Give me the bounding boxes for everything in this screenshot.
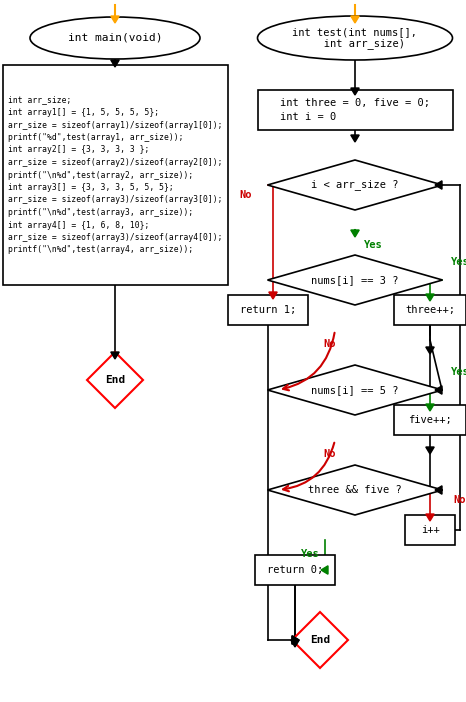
FancyBboxPatch shape (228, 295, 308, 325)
Polygon shape (291, 640, 299, 647)
Text: i++: i++ (421, 525, 439, 535)
Text: End: End (310, 635, 330, 645)
Text: No: No (454, 495, 466, 505)
Ellipse shape (30, 17, 200, 59)
Text: Yes: Yes (363, 240, 383, 250)
Polygon shape (426, 514, 434, 521)
Text: int main(void): int main(void) (68, 33, 162, 43)
Polygon shape (87, 352, 143, 408)
FancyBboxPatch shape (394, 405, 466, 435)
FancyBboxPatch shape (405, 515, 455, 545)
Text: return 0;: return 0; (267, 565, 323, 575)
Text: three++;: three++; (405, 305, 455, 315)
Polygon shape (426, 447, 434, 454)
Polygon shape (435, 181, 442, 190)
Polygon shape (351, 230, 359, 237)
Polygon shape (267, 160, 443, 210)
Polygon shape (111, 352, 119, 359)
FancyBboxPatch shape (258, 90, 452, 130)
Text: nums[i] == 3 ?: nums[i] == 3 ? (311, 275, 399, 285)
FancyBboxPatch shape (2, 65, 227, 285)
Polygon shape (351, 135, 359, 142)
Polygon shape (351, 16, 359, 23)
Text: int test(int nums[],
   int arr_size): int test(int nums[], int arr_size) (293, 27, 418, 49)
Text: Yes: Yes (451, 367, 466, 377)
Polygon shape (351, 88, 359, 95)
Polygon shape (292, 612, 348, 668)
Polygon shape (292, 636, 299, 644)
Text: Yes: Yes (451, 257, 466, 267)
Ellipse shape (258, 16, 452, 60)
Text: int three = 0, five = 0;
int i = 0: int three = 0, five = 0; int i = 0 (280, 98, 430, 122)
FancyBboxPatch shape (255, 555, 335, 585)
Polygon shape (292, 636, 299, 644)
FancyBboxPatch shape (394, 295, 466, 325)
Text: Yes: Yes (301, 549, 319, 559)
Polygon shape (267, 255, 443, 305)
Polygon shape (321, 566, 328, 574)
Text: three && five ?: three && five ? (308, 485, 402, 495)
Polygon shape (267, 365, 443, 415)
Polygon shape (426, 347, 434, 354)
Polygon shape (426, 294, 434, 301)
Text: No: No (324, 449, 336, 459)
Polygon shape (267, 465, 443, 515)
Polygon shape (435, 486, 442, 494)
Text: five++;: five++; (408, 415, 452, 425)
Polygon shape (111, 60, 119, 67)
Text: End: End (105, 375, 125, 385)
Polygon shape (111, 16, 119, 23)
Text: No: No (324, 339, 336, 349)
Text: int arr_size;
int array1[] = {1, 5, 5, 5, 5};
arr_size = sizeof(array1)/sizeof(a: int arr_size; int array1[] = {1, 5, 5, 5… (8, 95, 222, 255)
Text: nums[i] == 5 ?: nums[i] == 5 ? (311, 385, 399, 395)
Text: No: No (240, 190, 252, 200)
Polygon shape (269, 292, 277, 299)
Polygon shape (435, 386, 442, 395)
Text: i < arr_size ?: i < arr_size ? (311, 180, 399, 190)
Text: return 1;: return 1; (240, 305, 296, 315)
Polygon shape (426, 404, 434, 411)
